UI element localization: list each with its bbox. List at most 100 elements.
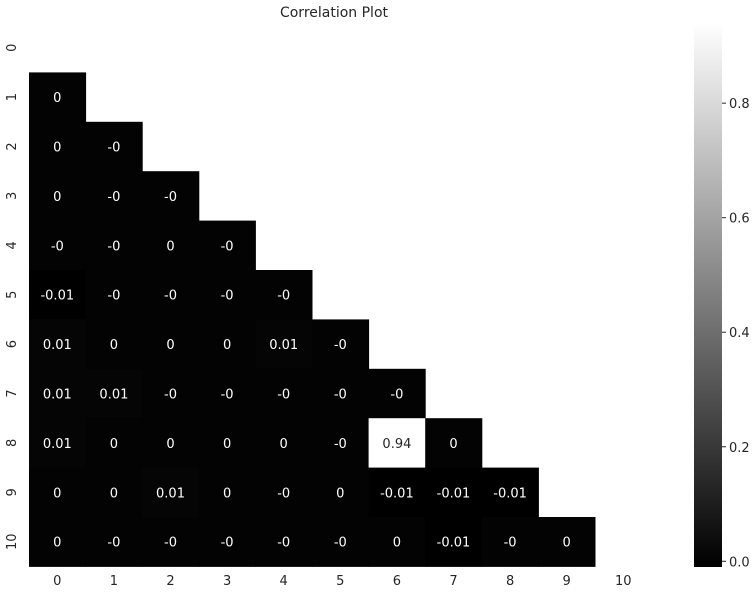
x-tick-label: 10: [615, 574, 632, 589]
cell-value-label: 0: [223, 486, 231, 501]
heatmap-cell: [142, 368, 200, 419]
heatmap-cell: [425, 467, 483, 518]
cell-value-label: 0: [223, 437, 231, 452]
heatmap-cell: [312, 368, 370, 419]
heatmap-cell: [29, 121, 87, 172]
y-tick-label: 7: [5, 389, 20, 397]
heatmap-cell: [538, 517, 596, 567]
x-axis-tick-labels: 0 1 2 3 4 5 6 7 8 9 10: [53, 574, 631, 589]
heatmap-cell: [198, 467, 256, 518]
cell-value-label: -0: [277, 536, 290, 551]
heatmap-cell: [142, 418, 200, 469]
cell-value-label: 0.94: [382, 437, 411, 452]
cell-value-label: -0: [277, 486, 290, 501]
cell-value-label: 0: [53, 486, 61, 501]
cell-value-label: -0: [164, 289, 177, 304]
cell-value-label: -0: [334, 437, 347, 452]
heatmap-cell: [255, 418, 313, 469]
cell-value-label: 0: [53, 190, 61, 205]
cell-value-label: 0.01: [43, 437, 72, 452]
heatmap-cell: [142, 270, 200, 320]
colorbar-tick-labels: 0.0 0.2 0.4 0.6 0.8: [722, 97, 750, 570]
heatmap-cell: [312, 467, 370, 518]
heatmap-cell: [255, 270, 313, 320]
cell-value-label: 0.01: [43, 388, 72, 403]
heatmap-cell: [142, 319, 200, 370]
cell-value-label: 0.01: [269, 338, 298, 353]
colorbar-tick-label: 0.4: [729, 326, 750, 341]
heatmap-cell: [85, 368, 143, 419]
heatmap-cell: [425, 418, 483, 469]
heatmap-cell: [29, 220, 87, 271]
cell-value-label: -0: [107, 141, 120, 156]
heatmap-cell: [29, 467, 87, 518]
x-tick-label: 8: [506, 574, 514, 589]
cell-value-label: 0: [280, 437, 288, 452]
heatmap-cell: [29, 270, 87, 320]
heatmap-cell: [85, 121, 143, 172]
heatmap-cell: [368, 418, 426, 469]
y-tick-label: 3: [5, 192, 20, 200]
heatmap-cell: [85, 171, 143, 222]
heatmap-cell: [198, 368, 256, 419]
x-tick-label: 4: [280, 574, 288, 589]
cell-value-label: -0: [51, 239, 64, 254]
x-tick-label: 7: [449, 574, 457, 589]
cell-value-label: 0: [449, 437, 457, 452]
chart-title: Correlation Plot: [280, 5, 389, 21]
heatmap-cell: [29, 319, 87, 370]
heatmap-cell: [198, 517, 256, 567]
heatmap-cell: [29, 368, 87, 419]
x-tick-label: 1: [110, 574, 118, 589]
heatmap-cell: [142, 467, 200, 518]
heatmap-cell: [368, 467, 426, 518]
cell-value-label: -0: [277, 289, 290, 304]
cell-value-label: -0: [277, 388, 290, 403]
cell-value-label: 0: [166, 338, 174, 353]
heatmap-cell: [85, 220, 143, 271]
colorbar-tick-label: 0.6: [729, 212, 750, 227]
cell-value-label: 0: [110, 338, 118, 353]
cell-value-label: -0: [504, 536, 517, 551]
cell-value-label: 0.01: [99, 388, 128, 403]
cell-value-label: -0: [221, 388, 234, 403]
cell-value-label: -0: [164, 190, 177, 205]
y-tick-label: 5: [5, 291, 20, 299]
heatmap-cell: [425, 517, 483, 567]
cell-value-label: -0: [334, 536, 347, 551]
cell-value-label: -0: [107, 289, 120, 304]
cell-value-label: -0: [164, 536, 177, 551]
cell-value-label: -0: [221, 536, 234, 551]
cell-value-label: 0.01: [43, 338, 72, 353]
cell-value-label: 0: [53, 91, 61, 106]
heatmap-cell: [142, 517, 200, 567]
heatmap-cell: [29, 72, 87, 123]
y-tick-label: 8: [5, 439, 20, 447]
cell-value-label: -0.01: [437, 486, 471, 501]
heatmap-cell: [312, 418, 370, 469]
cell-value-label: 0: [563, 536, 571, 551]
heatmap-cell-labels: 0 0 -0 0 -0 -0 -0 -0 0 -0 -0.01 -0 -0 -0 -0 0.01 0 0 0 0.01…: [40, 91, 570, 551]
y-tick-label: 4: [5, 241, 20, 249]
heatmap-cell: [198, 220, 256, 271]
y-tick-label: 9: [5, 488, 20, 496]
y-tick-label: 0: [5, 44, 20, 52]
x-tick-label: 2: [166, 574, 174, 589]
heatmap-cell: [255, 467, 313, 518]
heatmap-cell: [198, 418, 256, 469]
cell-value-label: 0: [110, 486, 118, 501]
cell-value-label: 0: [223, 338, 231, 353]
heatmap-cell: [312, 517, 370, 567]
cell-value-label: 0: [336, 486, 344, 501]
y-tick-label: 10: [5, 533, 20, 550]
cell-value-label: 0.01: [156, 486, 185, 501]
heatmap-cell: [255, 368, 313, 419]
heatmap-cell: [85, 319, 143, 370]
heatmap-cell: [198, 270, 256, 320]
cell-value-label: -0: [334, 338, 347, 353]
colorbar-tick-label: 0.8: [729, 97, 750, 112]
heatmap-cell: [255, 319, 313, 370]
cell-value-label: 0: [166, 239, 174, 254]
cell-value-label: -0: [107, 239, 120, 254]
